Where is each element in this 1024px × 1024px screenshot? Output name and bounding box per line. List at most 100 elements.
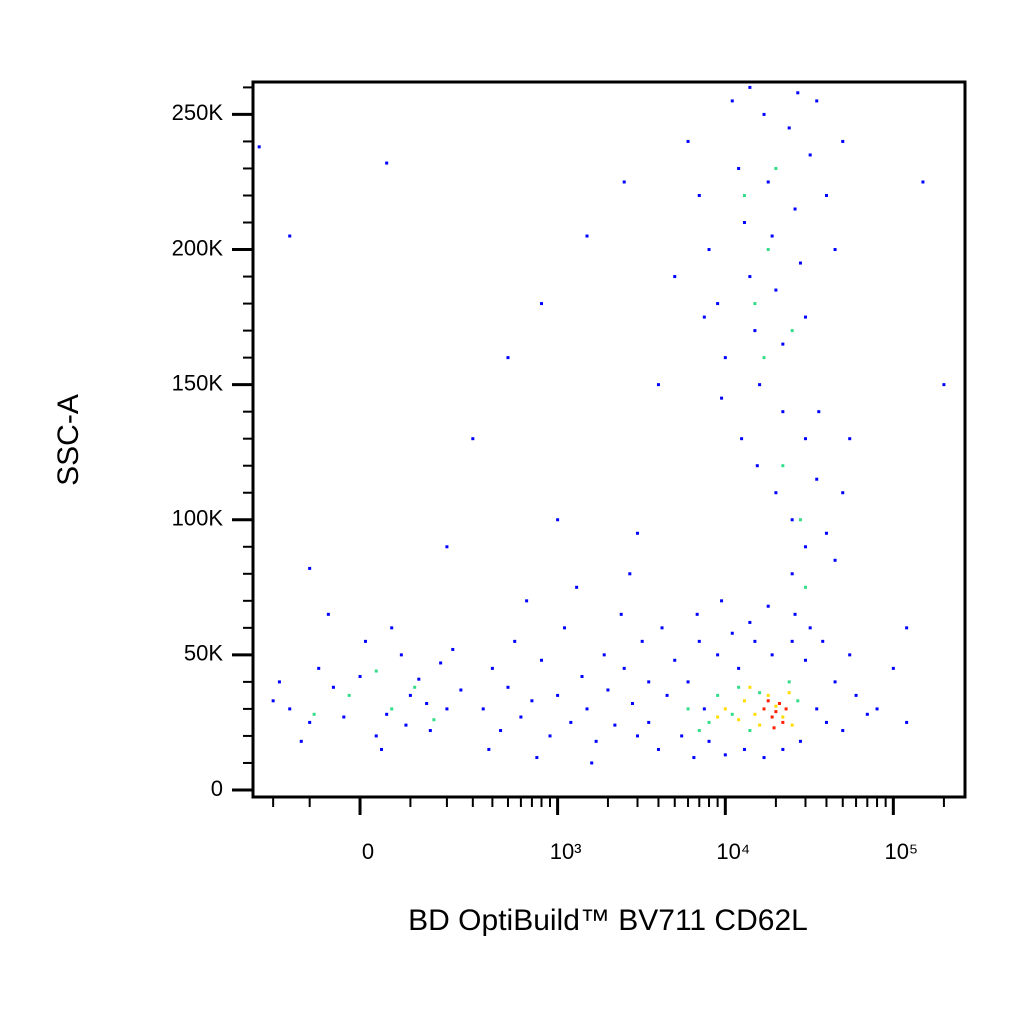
point xyxy=(774,704,778,708)
point xyxy=(790,572,794,576)
point xyxy=(656,747,660,751)
point xyxy=(854,693,858,697)
point xyxy=(737,685,741,689)
point xyxy=(841,491,845,495)
point xyxy=(737,718,741,722)
point xyxy=(781,720,785,724)
point xyxy=(803,315,807,319)
point xyxy=(513,639,517,643)
point xyxy=(390,707,394,711)
point xyxy=(796,91,800,95)
point xyxy=(942,383,946,387)
point xyxy=(363,639,367,643)
x-tick-label: 0 xyxy=(362,839,374,864)
point xyxy=(755,464,759,468)
point xyxy=(798,739,802,743)
point xyxy=(781,464,785,468)
point xyxy=(277,680,281,684)
point xyxy=(833,558,837,562)
point xyxy=(540,658,544,662)
point xyxy=(692,756,696,760)
point xyxy=(640,639,644,643)
point xyxy=(673,658,677,662)
point xyxy=(824,193,828,197)
point xyxy=(535,756,539,760)
point xyxy=(777,702,781,706)
point xyxy=(770,715,774,719)
point xyxy=(737,666,741,670)
point xyxy=(762,112,766,116)
point xyxy=(716,715,720,719)
point xyxy=(580,674,584,678)
point xyxy=(308,720,312,724)
point xyxy=(781,342,785,346)
point xyxy=(875,707,879,711)
point xyxy=(656,383,660,387)
point xyxy=(374,734,378,738)
point xyxy=(556,693,560,697)
point xyxy=(647,720,651,724)
point xyxy=(606,688,610,692)
point xyxy=(784,707,788,711)
point xyxy=(790,518,794,522)
point xyxy=(808,626,812,630)
point xyxy=(347,693,351,697)
point xyxy=(865,712,869,716)
point xyxy=(796,699,800,703)
point xyxy=(602,653,606,657)
point xyxy=(833,248,837,252)
point xyxy=(673,275,677,279)
point xyxy=(803,545,807,549)
point xyxy=(716,693,720,697)
point xyxy=(707,739,711,743)
point xyxy=(766,180,770,184)
point xyxy=(772,726,776,730)
y-tick-label: 200K xyxy=(172,235,224,260)
point xyxy=(770,653,774,657)
point xyxy=(803,585,807,589)
point xyxy=(774,166,778,170)
point xyxy=(770,234,774,238)
point xyxy=(628,572,632,576)
point xyxy=(399,653,403,657)
point xyxy=(833,680,837,684)
point xyxy=(798,261,802,265)
point xyxy=(697,639,701,643)
point xyxy=(720,599,724,603)
point xyxy=(707,248,711,252)
point xyxy=(425,702,429,706)
point xyxy=(821,639,825,643)
point xyxy=(590,761,594,765)
point xyxy=(680,734,684,738)
point xyxy=(697,729,701,733)
point xyxy=(647,680,651,684)
point xyxy=(841,139,845,143)
y-axis-label: SSC-A xyxy=(52,394,85,486)
point xyxy=(385,161,389,165)
point xyxy=(451,647,455,651)
point xyxy=(390,626,394,630)
point xyxy=(781,747,785,751)
point xyxy=(824,531,828,535)
point xyxy=(790,639,794,643)
point xyxy=(556,518,560,522)
point xyxy=(758,691,762,695)
point xyxy=(723,753,727,757)
point xyxy=(481,707,485,711)
y-tick-label: 50K xyxy=(184,641,223,666)
point xyxy=(730,99,734,103)
point xyxy=(660,626,664,630)
point xyxy=(737,166,741,170)
point xyxy=(753,639,757,643)
point xyxy=(380,747,384,751)
point xyxy=(499,729,503,733)
point xyxy=(471,437,475,441)
point xyxy=(742,221,746,225)
point xyxy=(766,604,770,608)
point xyxy=(342,715,346,719)
point xyxy=(686,139,690,143)
point xyxy=(774,491,778,495)
point xyxy=(790,723,794,727)
point xyxy=(815,99,819,103)
point xyxy=(702,707,706,711)
